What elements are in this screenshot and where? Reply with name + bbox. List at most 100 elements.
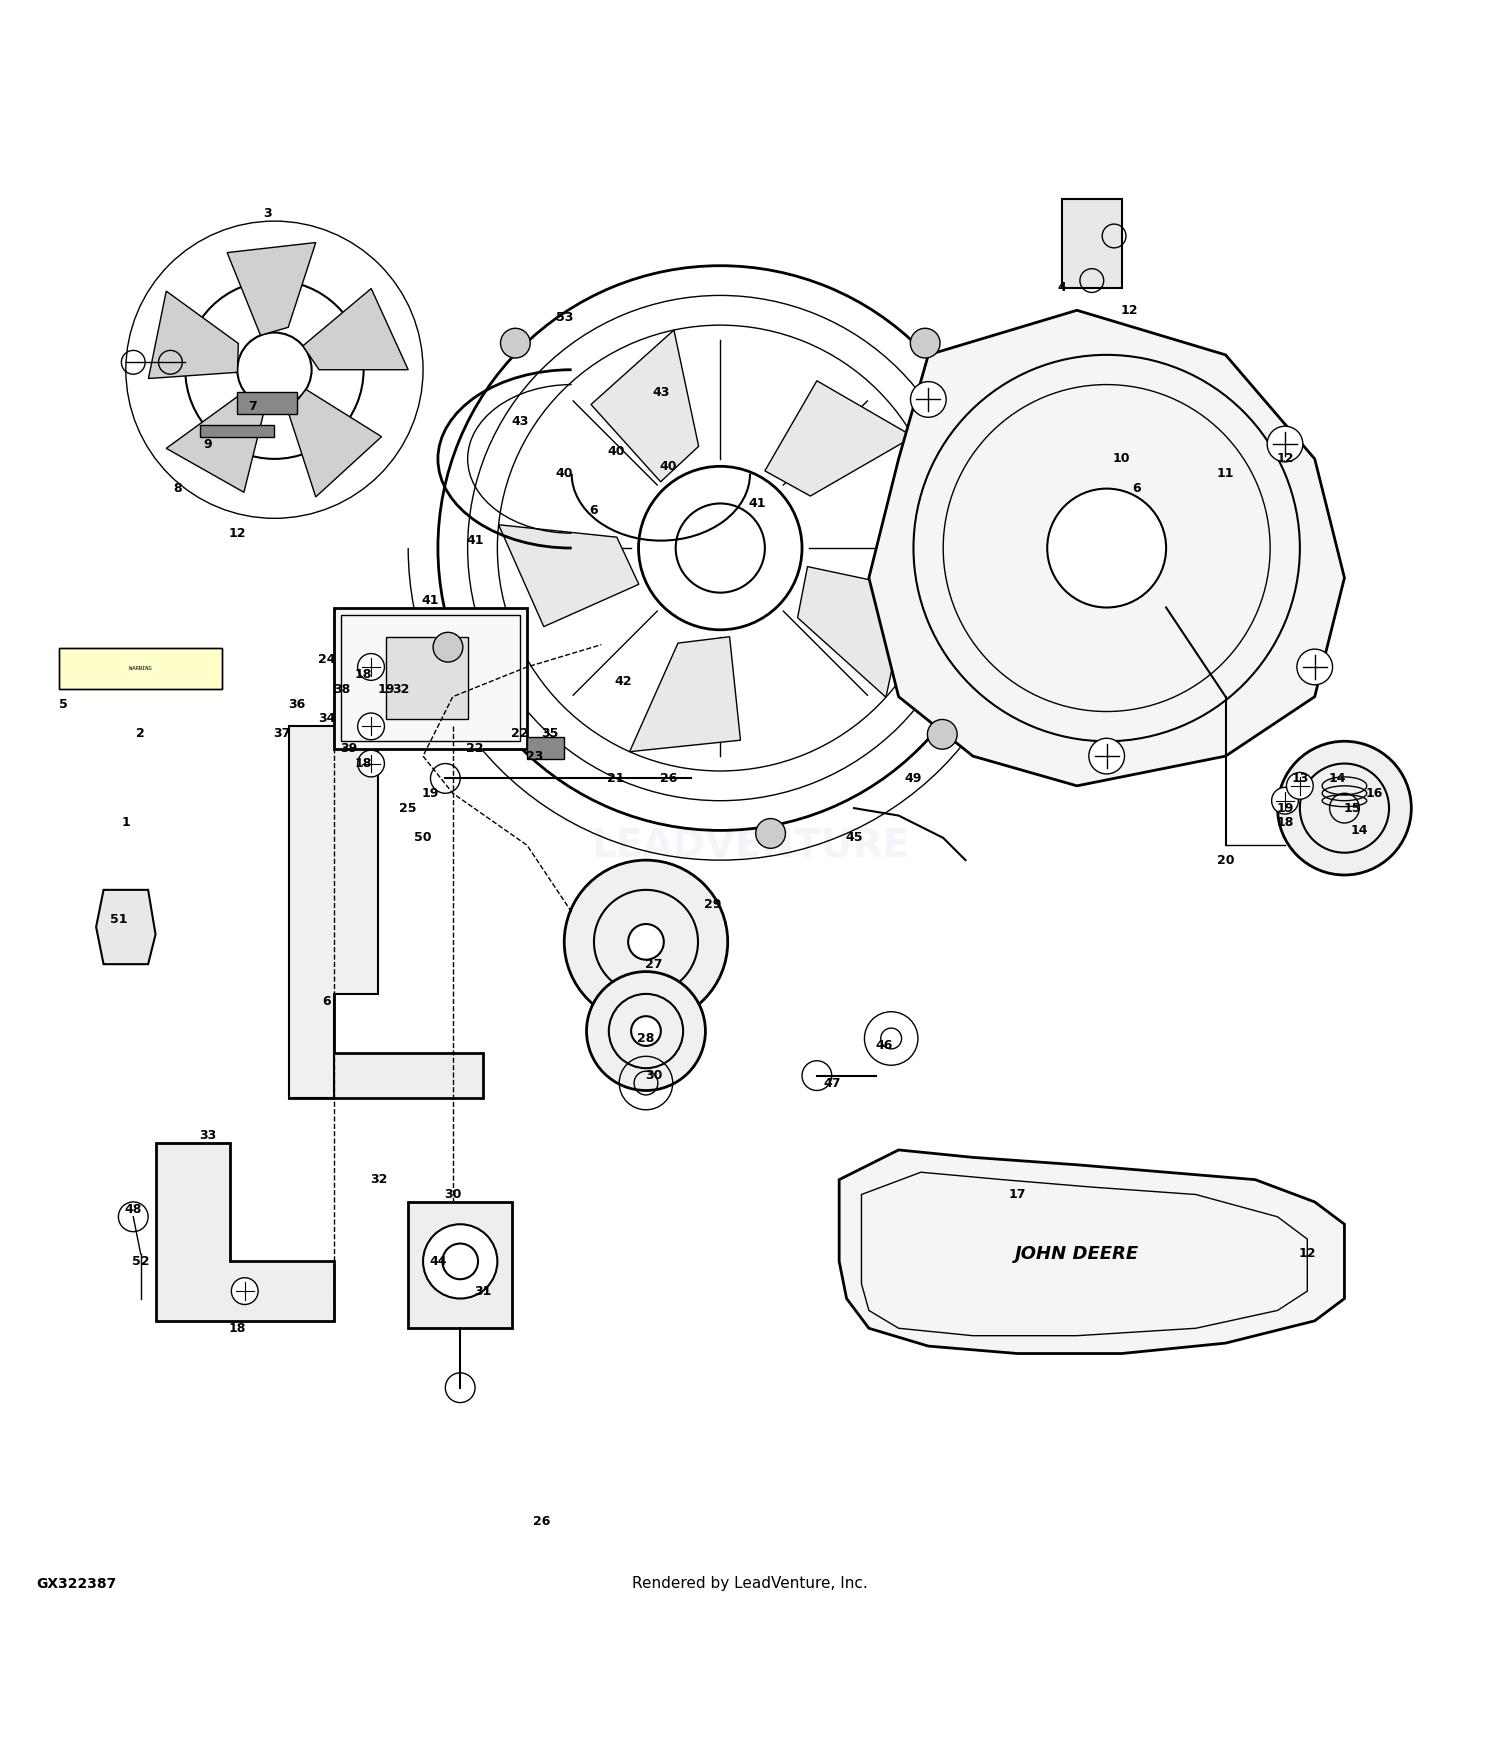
Text: 20: 20 xyxy=(1216,854,1234,866)
Text: 41: 41 xyxy=(748,497,766,509)
Polygon shape xyxy=(148,290,238,378)
Text: 41: 41 xyxy=(422,593,440,607)
Text: 29: 29 xyxy=(704,898,722,912)
Polygon shape xyxy=(290,994,483,1097)
Text: 26: 26 xyxy=(660,772,676,786)
Text: 19: 19 xyxy=(376,682,394,696)
Text: 22: 22 xyxy=(512,728,528,740)
Circle shape xyxy=(433,632,464,662)
Text: 43: 43 xyxy=(512,415,528,429)
Bar xyxy=(58,648,222,690)
Text: 24: 24 xyxy=(318,653,334,667)
Circle shape xyxy=(357,751,384,777)
Text: 31: 31 xyxy=(474,1284,490,1297)
Circle shape xyxy=(927,719,957,749)
Text: 51: 51 xyxy=(110,914,128,926)
Text: 23: 23 xyxy=(526,749,543,763)
Text: 12: 12 xyxy=(1120,304,1137,317)
Text: 28: 28 xyxy=(638,1032,654,1045)
Text: 32: 32 xyxy=(392,682,410,696)
Bar xyxy=(237,392,297,415)
Text: 12: 12 xyxy=(1299,1248,1316,1260)
Bar xyxy=(1062,200,1122,289)
Text: Rendered by LeadVenture, Inc.: Rendered by LeadVenture, Inc. xyxy=(632,1577,868,1591)
Polygon shape xyxy=(868,310,1344,786)
Circle shape xyxy=(1272,788,1299,814)
Text: 12: 12 xyxy=(1276,453,1293,466)
Text: 19: 19 xyxy=(1276,802,1293,814)
Polygon shape xyxy=(591,331,699,481)
Polygon shape xyxy=(96,889,156,964)
Text: 38: 38 xyxy=(333,682,350,696)
Circle shape xyxy=(639,466,802,630)
Polygon shape xyxy=(498,525,639,626)
Text: 42: 42 xyxy=(615,676,633,688)
Text: 14: 14 xyxy=(1329,772,1346,786)
Text: WARNING: WARNING xyxy=(129,667,152,670)
Text: 18: 18 xyxy=(356,758,372,770)
Text: 6: 6 xyxy=(590,504,598,518)
Bar xyxy=(200,425,274,436)
Circle shape xyxy=(186,280,363,458)
Text: 9: 9 xyxy=(204,438,212,450)
Text: 40: 40 xyxy=(608,444,625,458)
Circle shape xyxy=(1298,649,1332,684)
Text: 36: 36 xyxy=(288,698,306,710)
Circle shape xyxy=(1287,772,1312,800)
Bar xyxy=(408,1202,512,1328)
Circle shape xyxy=(231,1278,258,1304)
Bar xyxy=(334,607,526,749)
Text: JOHN DEERE: JOHN DEERE xyxy=(1016,1244,1138,1264)
Text: 39: 39 xyxy=(340,742,357,756)
Circle shape xyxy=(1278,742,1412,875)
Text: 26: 26 xyxy=(534,1516,550,1528)
Circle shape xyxy=(756,819,786,849)
Text: 12: 12 xyxy=(228,527,246,539)
Circle shape xyxy=(423,1225,498,1298)
Text: 27: 27 xyxy=(645,957,662,971)
Circle shape xyxy=(910,329,940,359)
Circle shape xyxy=(357,653,384,681)
Polygon shape xyxy=(288,390,381,497)
Bar xyxy=(526,737,564,760)
Text: 21: 21 xyxy=(608,772,625,786)
Bar xyxy=(58,648,222,690)
Text: 1: 1 xyxy=(122,817,130,829)
Polygon shape xyxy=(303,289,408,369)
Text: 30: 30 xyxy=(444,1188,462,1200)
Text: 18: 18 xyxy=(356,668,372,681)
Circle shape xyxy=(1047,488,1166,607)
Text: 35: 35 xyxy=(540,728,558,740)
Bar xyxy=(342,614,519,742)
Text: 19: 19 xyxy=(422,788,440,800)
Circle shape xyxy=(586,971,705,1090)
Text: LEADVENTURE: LEADVENTURE xyxy=(591,826,909,864)
Polygon shape xyxy=(156,1143,334,1321)
Text: 3: 3 xyxy=(262,206,272,220)
Polygon shape xyxy=(839,1150,1344,1353)
Text: 17: 17 xyxy=(1010,1188,1026,1200)
Text: 6: 6 xyxy=(1132,481,1140,495)
Text: 32: 32 xyxy=(370,1172,387,1186)
Text: 5: 5 xyxy=(58,698,68,710)
Circle shape xyxy=(501,329,530,359)
Text: 48: 48 xyxy=(124,1202,142,1216)
Text: 43: 43 xyxy=(652,385,669,399)
Text: 52: 52 xyxy=(132,1255,150,1269)
Circle shape xyxy=(632,1017,662,1046)
Circle shape xyxy=(1268,427,1304,462)
Text: 11: 11 xyxy=(1216,467,1234,480)
Text: 10: 10 xyxy=(1113,453,1131,466)
Polygon shape xyxy=(630,637,741,752)
Text: 2: 2 xyxy=(136,728,146,740)
Text: 14: 14 xyxy=(1350,824,1368,836)
Text: 40: 40 xyxy=(555,467,573,480)
Circle shape xyxy=(1089,738,1125,774)
Polygon shape xyxy=(765,382,914,495)
Polygon shape xyxy=(166,396,266,492)
Text: 25: 25 xyxy=(399,802,417,814)
Text: 46: 46 xyxy=(874,1040,892,1052)
Text: 47: 47 xyxy=(824,1076,840,1090)
Text: 44: 44 xyxy=(429,1255,447,1269)
Polygon shape xyxy=(226,243,316,336)
